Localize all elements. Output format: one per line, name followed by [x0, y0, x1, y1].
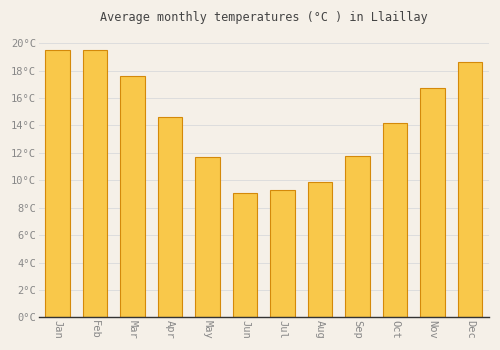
Bar: [158, 117, 182, 317]
Bar: [233, 193, 258, 317]
Bar: [383, 122, 407, 317]
Bar: [120, 76, 145, 317]
Bar: [196, 157, 220, 317]
Bar: [346, 156, 370, 317]
Bar: [420, 89, 445, 317]
Bar: [83, 50, 108, 317]
Bar: [46, 50, 70, 317]
Title: Average monthly temperatures (°C ) in Llaillay: Average monthly temperatures (°C ) in Ll…: [100, 11, 428, 24]
Bar: [270, 190, 295, 317]
Bar: [458, 62, 482, 317]
Bar: [308, 182, 332, 317]
